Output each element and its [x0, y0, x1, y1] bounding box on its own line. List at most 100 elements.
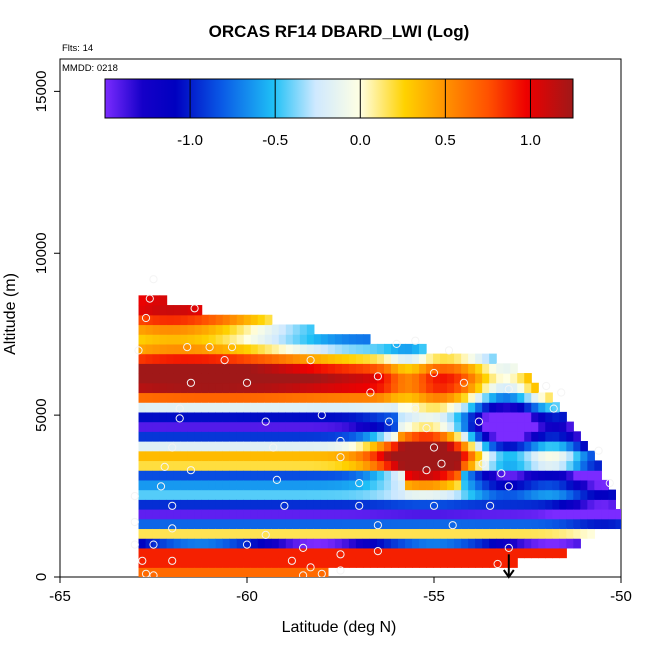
heatmap-cell — [299, 557, 308, 568]
heatmap-cell — [159, 411, 168, 423]
heatmap-cell — [320, 392, 329, 403]
heatmap-cell — [454, 392, 462, 403]
heatmap-cell — [362, 441, 371, 452]
heatmap-cell — [313, 509, 322, 520]
heatmap-cell — [341, 411, 350, 423]
heatmap-cell — [229, 557, 238, 568]
observation-point — [504, 543, 513, 553]
heatmap-cell — [180, 479, 189, 491]
heatmap-cell — [601, 499, 609, 510]
heatmap-cell — [461, 450, 469, 462]
heatmap-cell — [292, 343, 301, 355]
heatmap-cell — [243, 479, 252, 491]
heatmap-cell — [601, 479, 609, 491]
heatmap-cell — [229, 343, 238, 355]
heatmap-cell — [390, 538, 399, 549]
heatmap-cell — [173, 557, 182, 568]
heatmap-cell — [138, 295, 147, 306]
heatmap-cell — [306, 373, 315, 384]
heatmap-cell — [355, 411, 364, 423]
heatmap-cell — [531, 518, 539, 530]
heatmap-cell — [390, 353, 399, 364]
heatmap-cell — [180, 314, 189, 326]
heatmap-cell — [152, 528, 161, 539]
x-axis-label: Latitude (deg N) — [282, 619, 397, 636]
heatmap-cell — [517, 509, 525, 520]
heatmap-cell — [278, 373, 287, 384]
x-tick-label: -55 — [423, 588, 445, 605]
heatmap-cell — [496, 499, 504, 510]
heatmap-cell — [475, 479, 483, 491]
heatmap-cell — [447, 353, 455, 364]
heatmap-cell — [573, 538, 581, 549]
heatmap-cell — [405, 509, 413, 520]
observation-point — [478, 459, 487, 468]
heatmap-cell — [355, 402, 364, 413]
heatmap-cell — [229, 509, 238, 520]
heatmap-cell — [208, 421, 217, 432]
heatmap-cell — [348, 460, 357, 471]
heatmap-cell — [454, 382, 462, 394]
heatmap-cell — [369, 343, 378, 355]
heatmap-cell — [412, 411, 420, 423]
heatmap-cell — [369, 538, 378, 549]
heatmap-cell — [545, 411, 553, 423]
heatmap-cell — [215, 547, 224, 559]
heatmap-cell — [208, 489, 217, 500]
heatmap-cell — [341, 450, 350, 462]
heatmap-cell — [355, 450, 364, 462]
heatmap-cell — [426, 489, 434, 500]
heatmap-cell — [496, 411, 504, 423]
heatmap-cell — [538, 518, 546, 530]
heatmap-cell — [215, 353, 224, 364]
heatmap-cell — [201, 314, 210, 326]
heatmap-cell — [503, 411, 511, 423]
heatmap-cell — [236, 547, 245, 559]
heatmap-cell — [313, 421, 322, 432]
heatmap-cell — [166, 402, 175, 413]
heatmap-cell — [138, 421, 147, 432]
heatmap-cell — [257, 363, 266, 374]
heatmap-cell — [383, 538, 392, 549]
heatmap-cell — [348, 334, 357, 345]
heatmap-cell — [159, 402, 168, 413]
heatmap-cell — [299, 441, 308, 452]
heatmap-cell — [173, 314, 182, 326]
heatmap-cell — [503, 489, 511, 500]
heatmap-cell — [327, 557, 336, 568]
heatmap-cell — [229, 547, 238, 559]
heatmap-cell — [264, 343, 273, 355]
heatmap-cell — [496, 402, 504, 413]
heatmap-cell — [376, 470, 385, 481]
heatmap-cell — [412, 489, 420, 500]
heatmap-cell — [362, 402, 371, 413]
observation-point — [269, 443, 278, 452]
heatmap-cell — [264, 353, 273, 364]
heatmap-cell — [545, 499, 553, 510]
heatmap-cell — [559, 450, 567, 462]
heatmap-cell — [341, 460, 350, 471]
heatmap-cell — [299, 547, 308, 559]
heatmap-cell — [250, 314, 259, 326]
heatmap-cell — [468, 518, 476, 530]
heatmap-cell — [292, 431, 301, 442]
heatmap-cell — [454, 518, 462, 530]
heatmap-cell — [517, 518, 525, 530]
heatmap-cell — [517, 489, 525, 500]
heatmap-cell — [496, 382, 504, 394]
heatmap-cell — [243, 547, 252, 559]
heatmap-cell — [250, 343, 259, 355]
heatmap-cell — [236, 382, 245, 394]
heatmap-cell — [152, 295, 161, 306]
heatmap-cell — [292, 509, 301, 520]
heatmap-cell — [159, 479, 168, 491]
x-tick-label: -65 — [49, 588, 71, 605]
observation-point — [138, 556, 147, 565]
heatmap-cell — [405, 402, 413, 413]
heatmap-cell — [271, 334, 280, 345]
heatmap-cell — [355, 392, 364, 403]
y-axis-label: Altitude (m) — [2, 273, 19, 355]
heatmap-cell — [194, 470, 203, 481]
heatmap-cell — [341, 363, 350, 374]
heatmap-cell — [594, 518, 602, 530]
